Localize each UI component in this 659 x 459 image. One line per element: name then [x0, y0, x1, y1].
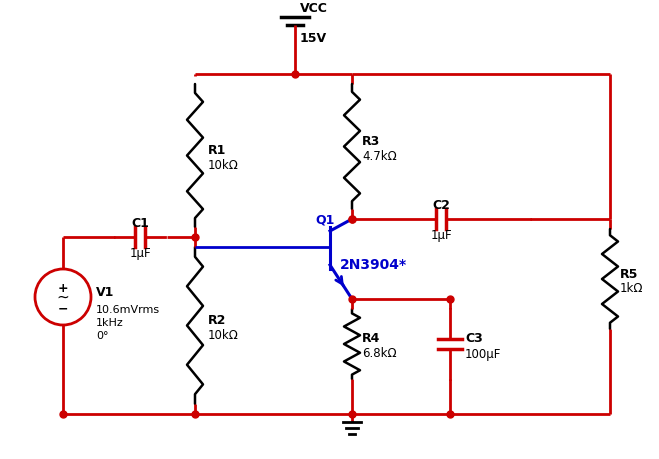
Text: 10kΩ: 10kΩ — [208, 328, 239, 341]
Text: 1μF: 1μF — [129, 247, 151, 260]
Text: R1: R1 — [208, 144, 227, 157]
Text: R2: R2 — [208, 313, 227, 326]
Text: C1: C1 — [131, 217, 149, 230]
Text: 15V: 15V — [300, 32, 327, 45]
Text: V1: V1 — [96, 286, 115, 299]
Text: C2: C2 — [432, 199, 450, 212]
Text: 0°: 0° — [96, 330, 109, 340]
Text: 6.8kΩ: 6.8kΩ — [362, 347, 397, 360]
Text: Q1: Q1 — [315, 213, 334, 226]
Text: 1kΩ: 1kΩ — [620, 282, 643, 295]
Text: R3: R3 — [362, 134, 380, 148]
Text: 4.7kΩ: 4.7kΩ — [362, 150, 397, 162]
Text: 1μF: 1μF — [430, 229, 452, 242]
Text: 10.6mVrms: 10.6mVrms — [96, 304, 160, 314]
Text: +: + — [58, 281, 69, 294]
Text: R5: R5 — [620, 267, 639, 280]
Text: 100μF: 100μF — [465, 348, 501, 361]
Text: 2N3904*: 2N3904* — [340, 257, 407, 271]
Text: 1kHz: 1kHz — [96, 317, 124, 327]
Text: R4: R4 — [362, 332, 380, 345]
Text: ~: ~ — [57, 289, 69, 304]
Text: −: − — [58, 302, 69, 315]
Text: C3: C3 — [465, 332, 483, 345]
Text: VCC: VCC — [300, 2, 328, 15]
Text: 10kΩ: 10kΩ — [208, 159, 239, 172]
